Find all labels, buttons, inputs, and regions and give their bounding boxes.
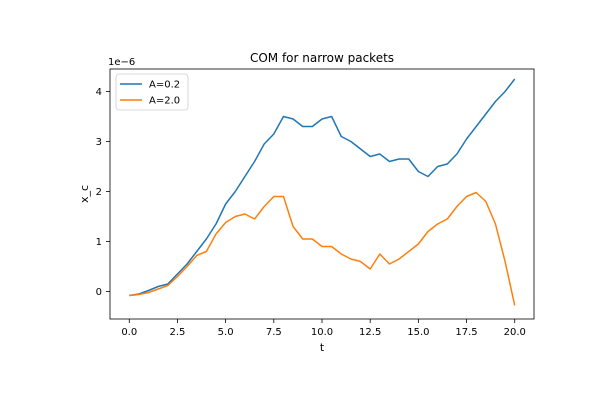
y-axis-label: x_c [78,185,91,203]
y-tick-label: 4 [96,87,102,98]
plot-frame [109,68,535,320]
y-tick-label: 1 [96,237,102,248]
x-tick-label: 12.5 [359,327,381,338]
x-axis: 0.0 2.5 5.0 7.5 10.0 12.5 15.0 17.5 20.0 [121,319,526,338]
series-lines [129,78,516,306]
x-tick-label: 15.0 [407,327,429,338]
series-line-2 [129,191,516,306]
x-tick-label: 2.5 [170,327,186,338]
x-tick-label: 17.5 [455,327,477,338]
x-axis-label: t [320,341,325,354]
legend: A=0.2 A=2.0 [115,73,189,111]
x-tick-label: 5.0 [218,327,234,338]
legend-box [115,73,189,111]
y-axis: 0 1 2 3 4 [96,87,110,298]
y-tick-label: 3 [96,137,102,148]
x-tick-label: 10.0 [311,327,333,338]
x-tick-label: 0.0 [121,327,137,338]
x-tick-label: 20.0 [504,327,526,338]
y-tick-label: 0 [96,287,102,298]
y-tick-label: 2 [96,187,102,198]
chart-title: COM for narrow packets [250,51,394,65]
legend-label: A=0.2 [149,80,180,91]
y-offset-label: 1e−6 [108,57,135,68]
series-line-1 [129,78,516,297]
legend-label: A=2.0 [149,96,180,107]
x-tick-label: 7.5 [266,327,282,338]
